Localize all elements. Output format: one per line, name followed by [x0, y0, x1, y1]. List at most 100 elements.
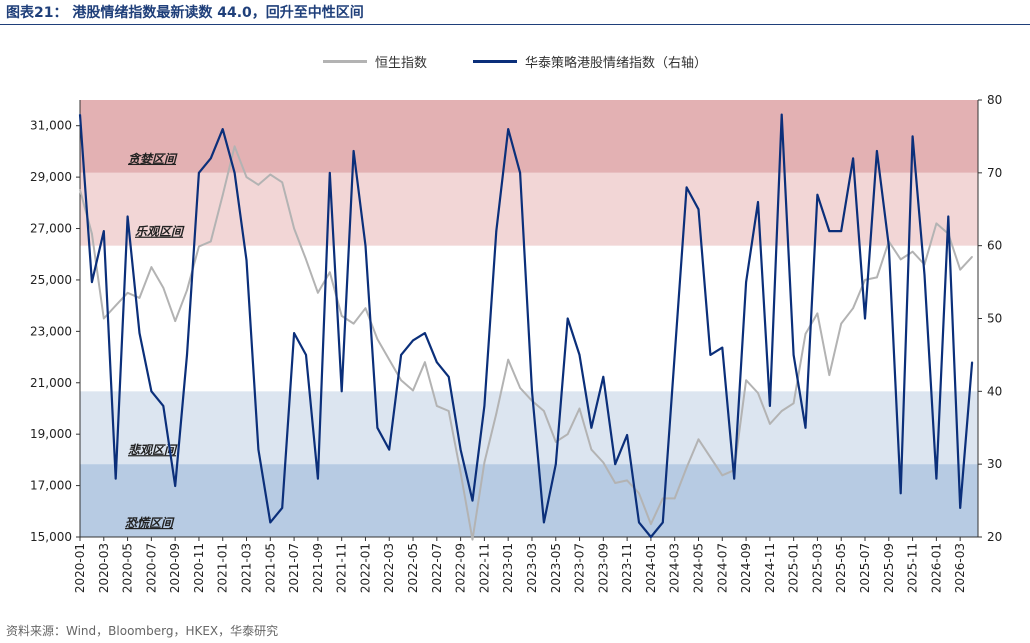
x-tick-label: 2023-11 — [620, 543, 634, 593]
left-tick-label: 17,000 — [30, 479, 72, 493]
series-0-point — [662, 497, 664, 500]
series-1-point — [281, 507, 283, 509]
series-1-point — [804, 426, 807, 429]
series-1-point — [590, 426, 593, 429]
series-1-point — [852, 157, 854, 160]
x-tick-label: 2024-03 — [668, 543, 682, 593]
series-1-point — [566, 317, 569, 320]
series-0-point — [293, 227, 295, 230]
zone-label-3: 恐慌区间 — [125, 516, 175, 530]
legend-item-sentiment: 华泰策略港股情绪指数（右轴） — [473, 52, 707, 71]
series-1-point — [971, 361, 973, 364]
series-1-point — [447, 375, 450, 378]
series-0-point — [305, 258, 307, 261]
x-tick-label: 2020-01 — [73, 543, 87, 593]
x-tick-label: 2025-05 — [834, 543, 848, 593]
right-tick-label: 30 — [987, 457, 1002, 471]
left-tick-label: 29,000 — [30, 170, 72, 184]
series-1-point — [554, 463, 557, 465]
series-1-point — [531, 390, 533, 393]
x-tick-label: 2021-03 — [240, 543, 254, 593]
left-tick-label: 27,000 — [30, 222, 72, 236]
series-0-point — [590, 448, 593, 451]
right-tick-label: 20 — [987, 530, 1002, 544]
title-rule — [0, 24, 1030, 25]
series-1-point — [638, 521, 640, 524]
x-tick-label: 2025-01 — [787, 543, 801, 593]
legend-swatch-hsi — [322, 60, 367, 63]
series-1-point — [733, 477, 735, 480]
series-1-point — [507, 128, 509, 130]
series-0-point — [864, 279, 866, 281]
series-1-point — [412, 339, 414, 342]
series-0-point — [91, 232, 93, 235]
right-tick-label: 40 — [987, 384, 1002, 398]
zone-label-2: 悲观区间 — [128, 443, 178, 457]
legend-label-sentiment: 华泰策略港股情绪指数（右轴） — [525, 56, 708, 71]
series-1-point — [840, 230, 843, 232]
x-tick-label: 2026-01 — [929, 543, 943, 593]
series-1-point — [614, 463, 617, 465]
series-1-point — [400, 354, 402, 356]
series-1-point — [364, 244, 367, 247]
zone-band-1 — [80, 172, 978, 246]
series-1-point — [138, 332, 141, 334]
x-tick-label: 2025-09 — [882, 543, 896, 593]
series-0-point — [114, 304, 117, 307]
series-1-point — [673, 354, 676, 356]
legend-label-hsi: 恒生指数 — [374, 56, 427, 71]
x-tick-label: 2025-11 — [906, 543, 920, 593]
x-tick-label: 2024-05 — [691, 543, 705, 593]
series-0-point — [221, 194, 224, 196]
series-0-point — [816, 312, 819, 315]
series-1-point — [519, 172, 521, 174]
series-0-point — [436, 405, 438, 407]
series-0-point — [673, 497, 676, 500]
series-0-point — [162, 286, 165, 289]
series-1-point — [721, 346, 724, 349]
series-0-point — [424, 361, 426, 364]
series-0-point — [697, 438, 700, 441]
series-0-point — [376, 338, 379, 340]
x-tick-label: 2025-07 — [858, 543, 872, 593]
series-0-point — [780, 410, 783, 412]
series-1-point — [269, 521, 272, 524]
series-1-point — [899, 492, 902, 495]
series-1-point — [947, 215, 950, 218]
x-tick-label: 2022-03 — [382, 543, 396, 593]
series-0-point — [566, 433, 569, 435]
figure-title: 图表21： 港股情绪指数最新读数 44.0，回升至中性区间 — [6, 5, 364, 21]
series-0-point — [519, 387, 521, 389]
series-1-point — [483, 405, 486, 407]
series-1-point — [150, 390, 153, 393]
series-0-point — [79, 189, 81, 191]
x-tick-label: 2023-09 — [596, 543, 610, 593]
series-1-point — [79, 113, 81, 116]
series-0-point — [543, 410, 545, 412]
series-1-point — [662, 521, 664, 524]
x-tick-label: 2020-05 — [121, 543, 135, 593]
series-0-point — [876, 276, 878, 279]
x-tick-label: 2024-09 — [739, 543, 753, 593]
legend-swatch-sentiment — [473, 60, 517, 63]
x-tick-label: 2020-03 — [97, 543, 111, 593]
x-tick-label: 2022-11 — [477, 543, 491, 593]
series-0-point — [340, 315, 343, 317]
series-1-point — [424, 332, 426, 334]
series-0-point — [554, 441, 557, 443]
right-tick-label: 70 — [987, 166, 1002, 180]
series-1-point — [697, 208, 700, 211]
series-1-point — [114, 477, 117, 480]
x-tick-label: 2021-05 — [263, 543, 277, 593]
series-0-point — [269, 173, 272, 176]
series-0-point — [852, 307, 854, 310]
left-tick-label: 21,000 — [30, 376, 72, 390]
series-0-point — [769, 423, 771, 425]
series-1-point — [745, 281, 747, 283]
series-1-point — [709, 354, 712, 356]
series-0-point — [721, 474, 724, 477]
x-tick-label: 2021-11 — [335, 543, 349, 593]
left-tick-label: 31,000 — [30, 119, 72, 133]
left-tick-label: 23,000 — [30, 324, 72, 338]
x-tick-label: 2022-09 — [454, 543, 468, 593]
